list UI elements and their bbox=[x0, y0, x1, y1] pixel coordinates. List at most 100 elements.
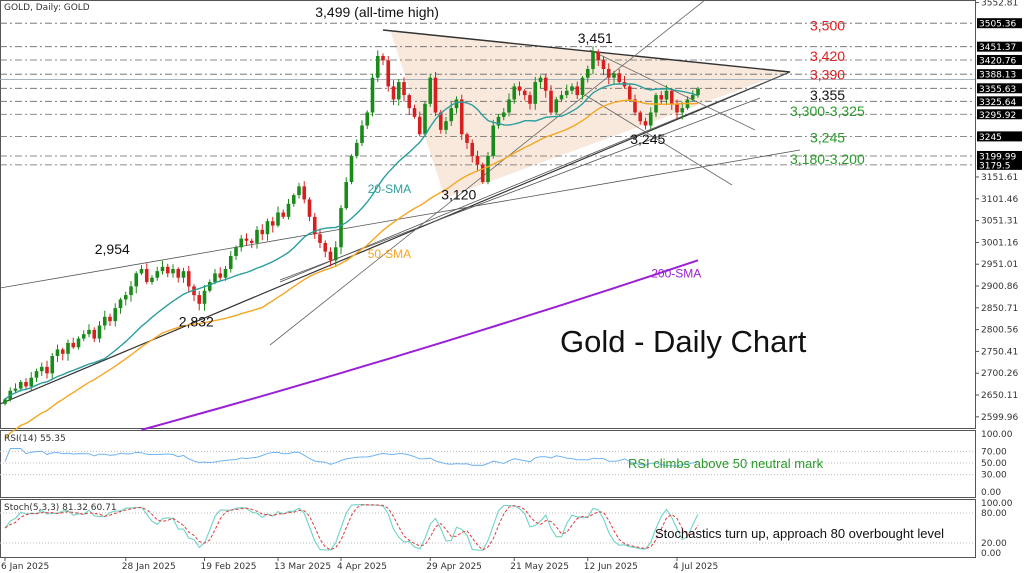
candle-body bbox=[13, 388, 18, 391]
candle-body bbox=[202, 290, 207, 304]
candle-body bbox=[29, 377, 34, 387]
candle-body bbox=[354, 142, 359, 156]
candle-body bbox=[381, 55, 385, 61]
trendline bbox=[0, 71, 791, 405]
stoch-tick-label: 0.00 bbox=[981, 549, 1001, 559]
candle-body bbox=[669, 90, 674, 104]
price-tick-label: 2800.56 bbox=[981, 326, 1018, 336]
candle-body bbox=[470, 142, 475, 156]
price-tick-label: 2650.11 bbox=[981, 391, 1018, 401]
candle-body bbox=[444, 121, 448, 130]
candle-body bbox=[370, 77, 375, 113]
candle-body bbox=[244, 238, 249, 241]
candle-body bbox=[270, 221, 275, 226]
date-tick-label: 29 Apr 2025 bbox=[426, 562, 482, 572]
level-label: 3,390 bbox=[810, 67, 845, 83]
candle-body bbox=[459, 99, 464, 135]
stoch-panel bbox=[0, 499, 976, 558]
candle-body bbox=[18, 382, 23, 389]
candle-body bbox=[538, 77, 543, 83]
candle-body bbox=[312, 216, 317, 235]
price-tick-label: 3552.81 bbox=[981, 0, 1018, 9]
price-tick-label: 3051.31 bbox=[981, 217, 1018, 227]
candle-body bbox=[50, 355, 55, 374]
stoch-label: Stoch(5,3,3) 81.32 60.71 bbox=[4, 503, 117, 513]
candle-body bbox=[559, 95, 564, 100]
candle-body bbox=[291, 195, 296, 204]
candle-body bbox=[648, 112, 653, 126]
level-tag-label: 3325.64 bbox=[979, 98, 1016, 108]
candle-body bbox=[228, 255, 233, 270]
candle-body bbox=[207, 282, 212, 291]
candle-body bbox=[92, 329, 97, 339]
candle-body bbox=[186, 271, 191, 287]
candle-body bbox=[543, 77, 548, 91]
candle-body bbox=[307, 199, 312, 217]
candle-body bbox=[407, 95, 412, 109]
candle-body bbox=[580, 77, 585, 96]
level-tag-label: 3295.92 bbox=[979, 111, 1016, 121]
level-tag-label: 3505.36 bbox=[979, 20, 1016, 30]
candle-body bbox=[564, 90, 569, 96]
chart-title: Gold - Daily Chart bbox=[560, 324, 807, 359]
candle-body bbox=[113, 308, 118, 322]
candle-body bbox=[480, 164, 485, 183]
trendline bbox=[279, 97, 761, 281]
candle-body bbox=[97, 325, 102, 339]
price-tick-label: 2700.26 bbox=[981, 369, 1018, 379]
annotation-label: 50-SMA bbox=[368, 247, 411, 261]
level-tag bbox=[977, 18, 1022, 29]
level-tag bbox=[977, 54, 1022, 65]
rsi-tick-label: 100.00 bbox=[981, 430, 1013, 440]
candle-body bbox=[570, 86, 574, 91]
sma50-line bbox=[4, 99, 699, 440]
candle-body bbox=[522, 90, 527, 96]
candle-body bbox=[344, 182, 349, 209]
level-tag bbox=[977, 96, 1022, 107]
candle-body bbox=[60, 349, 65, 354]
date-tick-label: 13 Mar 2025 bbox=[274, 562, 331, 572]
candle-body bbox=[87, 329, 91, 335]
candle-body bbox=[696, 88, 700, 96]
level-tag-label: 3420.76 bbox=[979, 56, 1016, 66]
candle-body bbox=[281, 212, 286, 217]
level-tag-label: 3570.76 bbox=[979, 0, 1016, 1]
rsi-tick-label: 0.00 bbox=[981, 488, 1001, 498]
stoch-tick-label: 100.00 bbox=[981, 499, 1013, 509]
candle-body bbox=[465, 134, 469, 143]
candle-body bbox=[81, 334, 86, 339]
candle-body bbox=[690, 95, 695, 100]
stoch-d-line bbox=[4, 504, 699, 551]
rsi-tick-label: 70.00 bbox=[981, 447, 1007, 457]
level-tag bbox=[977, 150, 1022, 161]
candle-body bbox=[643, 121, 648, 126]
stoch-note: Stochastics turn up, approach 80 overbou… bbox=[655, 526, 944, 541]
level-label: 3,355 bbox=[810, 87, 845, 103]
candle-body bbox=[501, 112, 506, 117]
candle-body bbox=[139, 269, 144, 274]
candle-body bbox=[423, 103, 427, 135]
price-tick-label: 2951.01 bbox=[981, 260, 1018, 270]
candle-body bbox=[433, 77, 438, 113]
level-label: 3,245 bbox=[810, 129, 845, 145]
trendline bbox=[584, 94, 733, 186]
candle-body bbox=[585, 69, 590, 78]
date-tick-label: 6 Jan 2025 bbox=[1, 562, 49, 572]
level-label: 3,420 bbox=[810, 48, 845, 64]
level-tag bbox=[977, 131, 1022, 142]
rsi-tick-label: 50.00 bbox=[981, 459, 1007, 469]
level-tag-label: 3451.37 bbox=[979, 43, 1016, 53]
candle-body bbox=[165, 266, 170, 274]
candle-body bbox=[323, 242, 328, 252]
date-tick-label: 19 Feb 2025 bbox=[201, 562, 257, 572]
price-tick-label: 3101.46 bbox=[981, 195, 1018, 205]
candle-body bbox=[449, 108, 454, 122]
candle-body bbox=[223, 269, 228, 278]
rsi-note: RSI climbs above 50 neutral mark bbox=[628, 456, 824, 471]
candle-body bbox=[108, 316, 112, 322]
price-tick-label: 3001.16 bbox=[981, 238, 1018, 248]
annotation-label: 3,451 bbox=[578, 30, 613, 46]
candle-body bbox=[496, 116, 501, 126]
level-label: 3,300-3,325 bbox=[790, 103, 865, 119]
date-tick-label: 4 Apr 2025 bbox=[337, 562, 387, 572]
